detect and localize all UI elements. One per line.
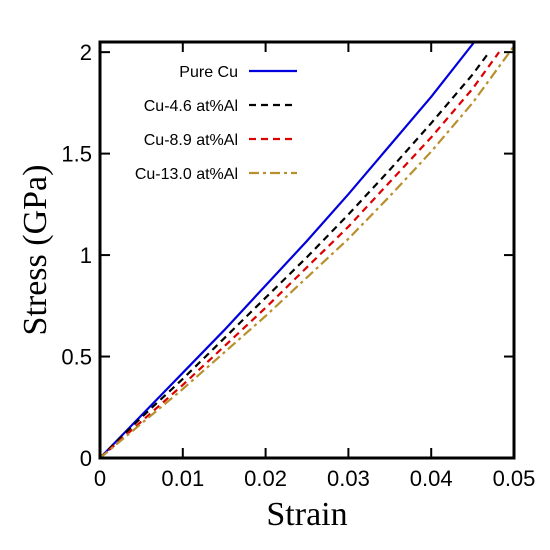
plot-frame <box>98 40 516 460</box>
plot-lines <box>99 41 515 459</box>
x-tick-label: 0.05 <box>493 466 536 491</box>
x-tick-label: 0.02 <box>244 466 287 491</box>
axis-tick-labels: 0 0.01 0.02 0.03 0.04 0.05 0 0.5 1 1.5 2 <box>61 40 535 491</box>
series-line-3 <box>99 45 515 459</box>
x-axis-title: Strain <box>266 496 347 533</box>
x-tick-label: 0.03 <box>327 466 370 491</box>
y-tick-label: 2 <box>80 40 92 65</box>
x-tick-label: 0 <box>94 466 106 491</box>
axis-ticks <box>99 42 515 459</box>
y-axis-title: Stress (GPa) <box>17 165 54 336</box>
y-tick-label: 1.5 <box>61 142 92 167</box>
legend-label: Cu-8.9 at%Al <box>144 132 238 149</box>
y-tick-label: 0 <box>80 446 92 471</box>
legend-label: Cu-4.6 at%Al <box>144 98 238 115</box>
series-line-1 <box>99 51 491 459</box>
legend: Pure Cu Cu-4.6 at%Al Cu-8.9 at%Al Cu-13.0 a… <box>135 64 297 183</box>
series-line-2 <box>99 51 500 459</box>
y-tick-label: 0.5 <box>61 345 92 370</box>
series-line-0 <box>99 41 476 459</box>
x-tick-label: 0.04 <box>410 466 453 491</box>
legend-label: Cu-13.0 at%Al <box>135 166 238 183</box>
legend-label: Pure Cu <box>179 64 238 81</box>
y-tick-label: 1 <box>80 243 92 268</box>
x-tick-label: 0.01 <box>161 466 204 491</box>
